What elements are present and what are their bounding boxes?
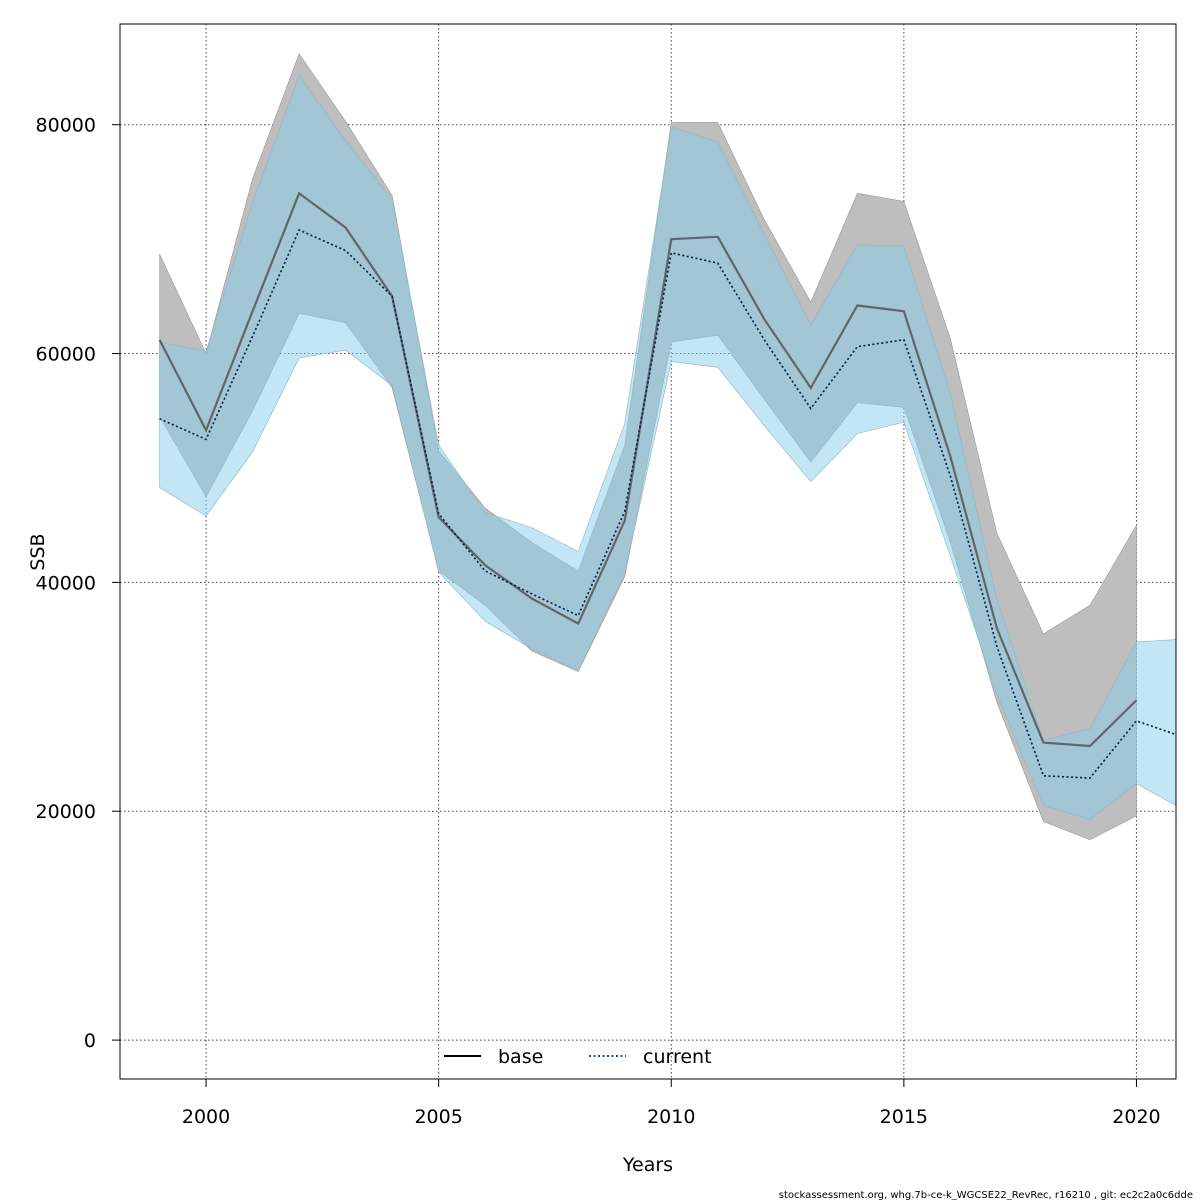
x-axis-title: Years (622, 1154, 673, 1176)
series-lines (158, 191, 1177, 779)
x-axis: 2000 2005 2010 2015 2020 (182, 1079, 1161, 1128)
legend: base current (444, 1046, 712, 1068)
y-tick-label-0: 0 (84, 1030, 96, 1052)
x-tick-label-2005: 2005 (414, 1106, 462, 1128)
y-axis-title: SSB (27, 533, 49, 570)
y-tick-label-80000: 80000 (36, 115, 96, 137)
y-tick-label-40000: 40000 (36, 572, 96, 594)
legend-label-base: base (498, 1046, 543, 1068)
plot-frame (119, 23, 1177, 1080)
x-tick-label-2015: 2015 (880, 1106, 928, 1128)
y-tick-label-60000: 60000 (36, 344, 96, 366)
x-tick-label-2020: 2020 (1112, 1106, 1160, 1128)
footer-text: stockassessment.org, whg.7b-ce-k_WGCSE22… (779, 1190, 1193, 1200)
y-tick-label-20000: 20000 (36, 801, 96, 823)
y-axis: 0 20000 40000 60000 80000 (36, 115, 120, 1052)
x-tick-label-2000: 2000 (182, 1106, 230, 1128)
line-base (158, 191, 1138, 748)
legend-label-current: current (643, 1046, 712, 1068)
x-tick-label-2010: 2010 (647, 1106, 695, 1128)
